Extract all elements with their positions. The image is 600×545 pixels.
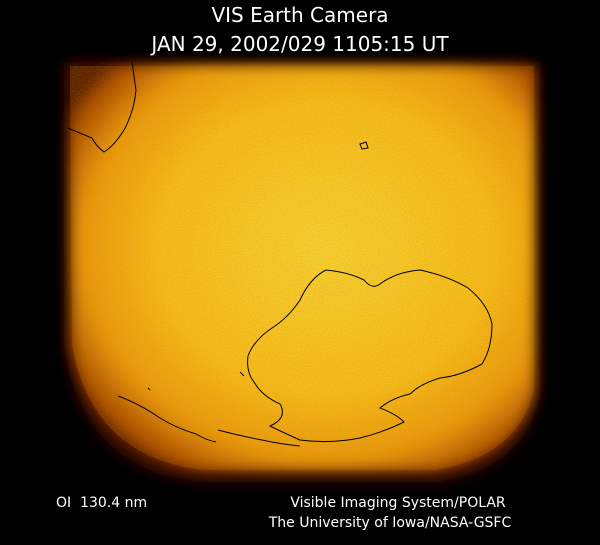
coastline: [247, 269, 493, 443]
credit-line: The University of Iowa/NASA-GSFC: [268, 515, 512, 531]
title: VIS Earth Camera: [211, 3, 388, 27]
subtitle: JAN 29, 2002/029 1105:15 UT: [149, 32, 449, 56]
coastline: [217, 429, 301, 447]
coastline: [147, 371, 245, 391]
coastlines: [67, 61, 493, 447]
coastline: [117, 395, 217, 443]
image-grain: [70, 66, 534, 470]
coastline: [67, 61, 137, 153]
filter-label: OI 130.4 nm: [56, 495, 147, 511]
coastline: [359, 141, 369, 150]
credit-line: Visible Imaging System/POLAR: [290, 495, 506, 511]
earth-image: [64, 61, 540, 482]
